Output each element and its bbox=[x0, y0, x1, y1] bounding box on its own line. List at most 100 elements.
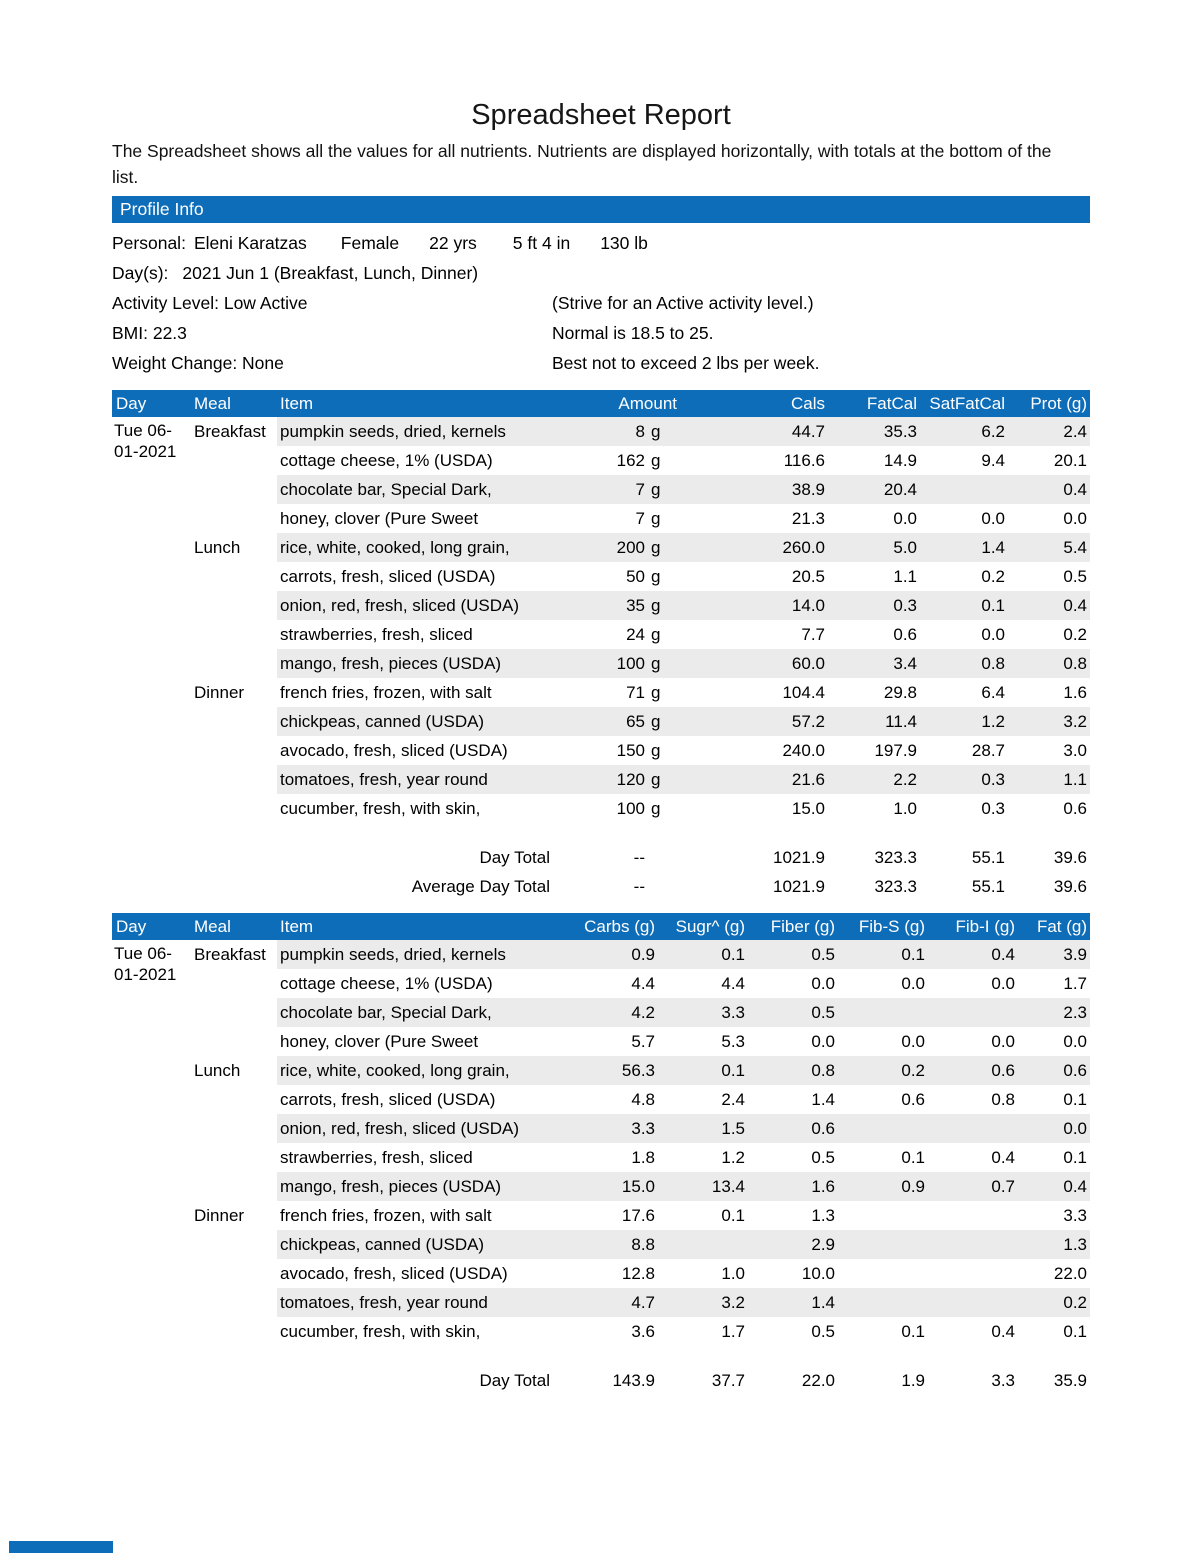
column-header: FatCal bbox=[866, 394, 917, 413]
row-values: strawberries, fresh, sliced 1.8 1.2 0.5 0.1 0… bbox=[277, 1143, 1090, 1172]
value-cell: 4.8 bbox=[631, 1089, 655, 1109]
value-cell: 0.5 bbox=[811, 1321, 835, 1341]
value-cell: 3.4 bbox=[893, 653, 917, 673]
item-cell: chocolate bar, Special Dark, bbox=[280, 1002, 492, 1022]
value-cell: 1.0 bbox=[893, 798, 917, 818]
item-cell: chickpeas, canned (USDA) bbox=[280, 711, 485, 731]
table-row: avocado, fresh, sliced (USDA) 12.8 1.0 10.0… bbox=[112, 1259, 1090, 1288]
total-value: 323.3 bbox=[874, 847, 917, 867]
row-values: cucumber, fresh, with skin, 3.6 1.7 0.5 0.1 0… bbox=[277, 1317, 1090, 1346]
value-cell: 3.6 bbox=[631, 1321, 655, 1341]
row-values: tomatoes, fresh, year round 120 g 21.6 2.2 0.… bbox=[277, 765, 1090, 794]
value-cell: 1.2 bbox=[981, 711, 1005, 731]
row-values: chocolate bar, Special Dark, 4.2 3.3 0.5 2.3 bbox=[277, 998, 1090, 1027]
activity-level-note: (Strive for an Active activity level.) bbox=[552, 293, 814, 313]
value-cell: 4.4 bbox=[631, 973, 655, 993]
amount-unit: g bbox=[651, 595, 661, 615]
value-cell: 2.2 bbox=[893, 769, 917, 789]
value-cell: 3.9 bbox=[1063, 944, 1087, 964]
value-cell: 38.9 bbox=[791, 479, 825, 499]
table-row: chocolate bar, Special Dark, 7 g 38.9 20.4 0.… bbox=[112, 475, 1090, 504]
amount-unit: g bbox=[651, 624, 661, 644]
row-values: avocado, fresh, sliced (USDA) 12.8 1.0 10.0… bbox=[277, 1259, 1090, 1288]
value-cell: 1.2 bbox=[721, 1147, 745, 1167]
amount-unit: g bbox=[651, 653, 661, 673]
amount-value: 162 bbox=[616, 450, 645, 470]
value-cell: 116.6 bbox=[783, 450, 825, 470]
item-cell: chickpeas, canned (USDA) bbox=[280, 1234, 485, 1254]
value-cell: 0.5 bbox=[811, 1002, 835, 1022]
total-label: Day Total bbox=[479, 1370, 550, 1390]
row-values: cottage cheese, 1% (USDA) 162 g 116.6 14.9 9.… bbox=[277, 446, 1090, 475]
item-cell: carrots, fresh, sliced (USDA) bbox=[280, 1089, 496, 1109]
value-cell: 29.8 bbox=[883, 682, 917, 702]
value-cell: 104.4 bbox=[782, 682, 825, 702]
meal-label: Dinner bbox=[194, 682, 245, 702]
row-values: chickpeas, canned (USDA) 8.8 2.9 1.3 bbox=[277, 1230, 1090, 1259]
activity-level-value: Activity Level: Low Active bbox=[112, 293, 308, 313]
row-values: honey, clover (Pure Sweet 7 g 21.3 0.0 0.0 0.0 bbox=[277, 504, 1090, 533]
table-row: strawberries, fresh, sliced 24 g 7.7 0.6 0.0 0… bbox=[112, 620, 1090, 649]
amount-value: 65 bbox=[626, 711, 645, 731]
column-header: Cals bbox=[790, 394, 825, 413]
table-row: Dinner french fries, frozen, with salt 17.… bbox=[112, 1201, 1090, 1230]
total-value: 39.6 bbox=[1053, 876, 1087, 896]
total-value: 1.9 bbox=[901, 1370, 925, 1390]
value-cell: 2.3 bbox=[1063, 1002, 1087, 1022]
value-cell: 0.8 bbox=[811, 1060, 835, 1080]
value-cell: 1.5 bbox=[721, 1118, 745, 1138]
row-values: mango, fresh, pieces (USDA) 15.0 13.4 1.6 0.… bbox=[277, 1172, 1090, 1201]
item-cell: pumpkin seeds, dried, kernels bbox=[280, 944, 506, 964]
row-values: pumpkin seeds, dried, kernels 0.9 0.1 0.5 0.… bbox=[277, 940, 1090, 969]
item-cell: pumpkin seeds, dried, kernels bbox=[280, 421, 506, 441]
item-cell: cucumber, fresh, with skin, bbox=[280, 798, 481, 818]
value-cell: 17.6 bbox=[621, 1205, 655, 1225]
value-cell: 0.0 bbox=[893, 508, 917, 528]
value-cell: 0.1 bbox=[1063, 1089, 1087, 1109]
row-values: pumpkin seeds, dried, kernels 8 g 44.7 35.3 6… bbox=[277, 417, 1090, 446]
personal-weight: 130 lb bbox=[600, 233, 648, 253]
total-value: 1021.9 bbox=[773, 847, 825, 867]
item-cell: cucumber, fresh, with skin, bbox=[280, 1321, 481, 1341]
bmi-line: BMI: 22.3 Normal is 18.5 to 25. bbox=[112, 318, 1090, 348]
value-cell: 0.4 bbox=[991, 1321, 1015, 1341]
value-cell: 1.0 bbox=[721, 1263, 745, 1283]
value-cell: 10.0 bbox=[801, 1263, 835, 1283]
total-value: 3.3 bbox=[991, 1370, 1015, 1390]
table-row: tomatoes, fresh, year round 120 g 21.6 2.2 0.… bbox=[112, 765, 1090, 794]
value-cell: 5.4 bbox=[1063, 537, 1087, 557]
value-cell: 0.2 bbox=[1063, 1292, 1087, 1312]
total-value: 39.6 bbox=[1053, 847, 1087, 867]
value-cell: 0.6 bbox=[893, 624, 917, 644]
value-cell: 5.7 bbox=[631, 1031, 655, 1051]
value-cell: 21.6 bbox=[791, 769, 825, 789]
value-cell: 1.4 bbox=[981, 537, 1005, 557]
value-cell: 2.4 bbox=[721, 1089, 745, 1109]
personal-name: Eleni Karatzas bbox=[193, 233, 307, 253]
table-row: avocado, fresh, sliced (USDA) 150 g 240.0 19… bbox=[112, 736, 1090, 765]
value-cell: 7.7 bbox=[801, 624, 825, 644]
total-row: Day Total 143.9 37.7 22.0 1.9 3.3 35.9 bbox=[112, 1366, 1090, 1395]
value-cell: 5.0 bbox=[893, 537, 917, 557]
value-cell: 0.6 bbox=[1063, 1060, 1087, 1080]
personal-sex: Female bbox=[340, 233, 400, 253]
value-cell: 240.0 bbox=[782, 740, 825, 760]
row-values: strawberries, fresh, sliced 24 g 7.7 0.6 0.0 0… bbox=[277, 620, 1090, 649]
total-value: 35.9 bbox=[1053, 1370, 1087, 1390]
table-row: Breakfast pumpkin seeds, dried, kernels 0.… bbox=[112, 940, 1090, 969]
value-cell: 1.6 bbox=[1063, 682, 1087, 702]
activity-level-line: Activity Level: Low Active (Strive for a… bbox=[112, 288, 1090, 318]
value-cell: 0.5 bbox=[1063, 566, 1087, 586]
meal-label: Lunch bbox=[194, 1060, 241, 1080]
value-cell: 0.3 bbox=[981, 769, 1005, 789]
table-row: honey, clover (Pure Sweet 5.7 5.3 0.0 0.0 0.0… bbox=[112, 1027, 1090, 1056]
personal-line: Personal: Eleni Karatzas Female 22 yrs 5 ft … bbox=[112, 228, 1090, 258]
item-cell: mango, fresh, pieces (USDA) bbox=[280, 653, 502, 673]
value-cell: 0.4 bbox=[1063, 595, 1087, 615]
column-header: SatFatCal bbox=[929, 394, 1005, 413]
item-cell: onion, red, fresh, sliced (USDA) bbox=[280, 595, 520, 615]
value-cell: 0.0 bbox=[811, 973, 835, 993]
weight-change-value: Weight Change: None bbox=[112, 353, 284, 373]
amount-value: 200 bbox=[616, 537, 645, 557]
value-cell: 0.2 bbox=[981, 566, 1005, 586]
